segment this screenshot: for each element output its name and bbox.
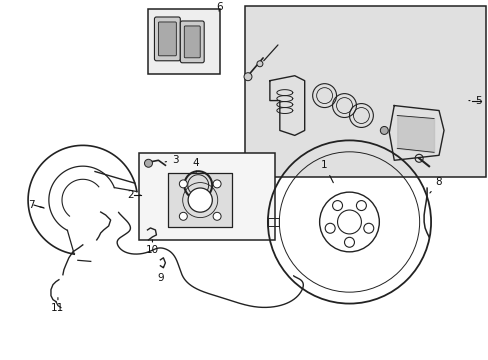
Bar: [148, 9, 220, 74]
Text: 11: 11: [51, 298, 64, 312]
Bar: [168, 173, 232, 227]
Text: 7: 7: [28, 200, 43, 210]
Circle shape: [179, 212, 187, 220]
Text: 5: 5: [468, 96, 481, 105]
Circle shape: [332, 201, 342, 211]
Circle shape: [244, 73, 251, 81]
Circle shape: [179, 180, 187, 188]
Text: 3: 3: [165, 155, 178, 165]
FancyBboxPatch shape: [184, 26, 200, 58]
Circle shape: [188, 188, 212, 212]
Circle shape: [344, 237, 354, 247]
Circle shape: [213, 180, 221, 188]
Circle shape: [213, 212, 221, 220]
Text: 8: 8: [429, 177, 442, 193]
FancyBboxPatch shape: [158, 22, 176, 56]
Text: 10: 10: [145, 240, 159, 255]
Text: 9: 9: [157, 267, 163, 283]
Circle shape: [256, 61, 263, 67]
Circle shape: [144, 159, 152, 167]
FancyBboxPatch shape: [180, 21, 204, 63]
Text: 4: 4: [193, 158, 199, 172]
Text: 2: 2: [127, 190, 140, 200]
Text: 6: 6: [215, 2, 222, 12]
Circle shape: [356, 201, 366, 211]
Circle shape: [380, 126, 387, 134]
Bar: [244, 6, 485, 177]
FancyBboxPatch shape: [154, 17, 180, 61]
Bar: [138, 153, 274, 240]
Text: 1: 1: [321, 160, 333, 183]
Circle shape: [363, 223, 373, 233]
Circle shape: [325, 223, 334, 233]
